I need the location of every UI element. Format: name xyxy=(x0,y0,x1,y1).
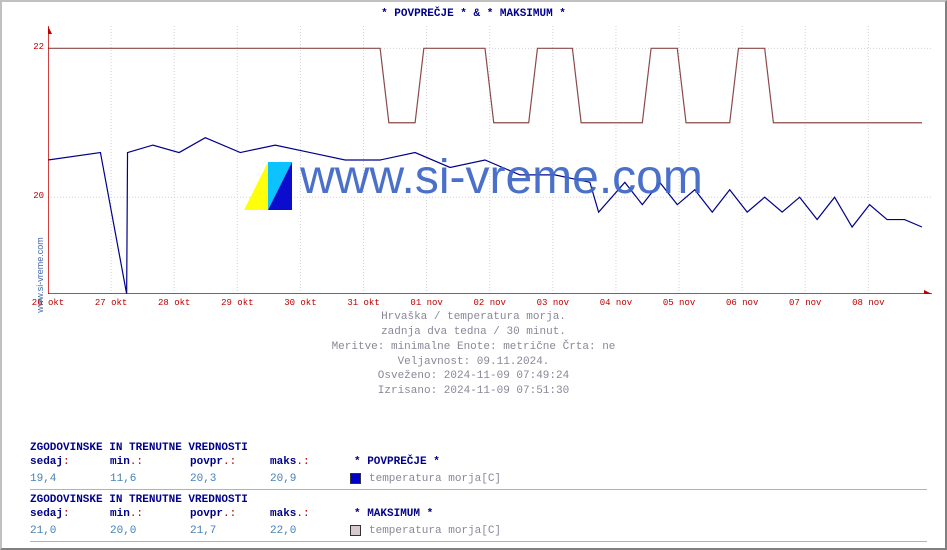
stats-header-cell: povpr.: xyxy=(190,506,270,523)
info-block: Hrvaška / temperatura morja. zadnja dva … xyxy=(0,310,947,399)
info-line-4: Veljavnost: 09.11.2024. xyxy=(0,355,947,370)
chart-plot xyxy=(48,26,932,294)
stats-value-row: 21,020,021,722,0 temperatura morja[C] xyxy=(30,523,927,540)
stats-value-cell: 20,3 xyxy=(190,471,270,488)
series-name-label: * POVPREČJE * xyxy=(354,454,440,471)
x-tick-label: 03 nov xyxy=(537,298,569,308)
x-tick-label: 30 okt xyxy=(284,298,316,308)
stats-header-cell: min.: xyxy=(110,454,190,471)
y-axis-arrow xyxy=(48,26,52,34)
stats-value-row: 19,411,620,320,9 temperatura morja[C] xyxy=(30,471,927,488)
x-tick-label: 26 okt xyxy=(32,298,64,308)
series-sub-label: temperatura morja[C] xyxy=(369,471,501,488)
stats-value-cell: 21,7 xyxy=(190,523,270,540)
stats-header-cell: sedaj: xyxy=(30,454,110,471)
stats-value-cell: 19,4 xyxy=(30,471,110,488)
table-divider xyxy=(30,489,927,490)
y-tick-label: 22 xyxy=(8,42,44,52)
stats-value-cell: 22,0 xyxy=(270,523,350,540)
x-tick-label: 02 nov xyxy=(474,298,506,308)
stats-header-cell: min.: xyxy=(110,506,190,523)
x-tick-label: 27 okt xyxy=(95,298,127,308)
y-tick-label: 20 xyxy=(8,191,44,201)
series-sub-label: temperatura morja[C] xyxy=(369,523,501,540)
series-swatch-icon xyxy=(350,525,361,536)
x-tick-label: 06 nov xyxy=(726,298,758,308)
stats-value-cell: 21,0 xyxy=(30,523,110,540)
info-line-3: Meritve: minimalne Enote: metrične Črta:… xyxy=(0,340,947,355)
stats-value-cell: 20,9 xyxy=(270,471,350,488)
x-tick-label: 04 nov xyxy=(600,298,632,308)
x-tick-label: 05 nov xyxy=(663,298,695,308)
table-divider xyxy=(30,541,927,542)
stats-header-cell: sedaj: xyxy=(30,506,110,523)
x-tick-label: 28 okt xyxy=(158,298,190,308)
x-axis-arrow xyxy=(924,290,932,294)
stats-table-title: ZGODOVINSKE IN TRENUTNE VREDNOSTI xyxy=(30,494,927,506)
stats-header-row: sedaj:min.:povpr.:maks.:* POVPREČJE * xyxy=(30,454,927,471)
x-tick-label: 31 okt xyxy=(347,298,379,308)
x-tick-label: 29 okt xyxy=(221,298,253,308)
info-line-2: zadnja dva tedna / 30 minut. xyxy=(0,325,947,340)
series-swatch-icon xyxy=(350,473,361,484)
info-line-5: Osveženo: 2024-11-09 07:49:24 xyxy=(0,369,947,384)
x-tick-label: 08 nov xyxy=(852,298,884,308)
x-tick-label: 07 nov xyxy=(789,298,821,308)
info-line-1: Hrvaška / temperatura morja. xyxy=(0,310,947,325)
stats-header-cell: maks.: xyxy=(270,506,350,523)
stats-header-row: sedaj:min.:povpr.:maks.:* MAKSIMUM * xyxy=(30,506,927,523)
stats-value-cell: 11,6 xyxy=(110,471,190,488)
x-tick-label: 01 nov xyxy=(410,298,442,308)
series-name-label: * MAKSIMUM * xyxy=(354,506,433,523)
stats-header-cell: povpr.: xyxy=(190,454,270,471)
info-line-6: Izrisano: 2024-11-09 07:51:30 xyxy=(0,384,947,399)
chart-title: * POVPREČJE * & * MAKSIMUM * xyxy=(0,8,947,20)
stats-tables: ZGODOVINSKE IN TRENUTNE VREDNOSTIsedaj:m… xyxy=(30,438,927,544)
stats-value-cell: 20,0 xyxy=(110,523,190,540)
stats-header-cell: maks.: xyxy=(270,454,350,471)
stats-table-title: ZGODOVINSKE IN TRENUTNE VREDNOSTI xyxy=(30,442,927,454)
